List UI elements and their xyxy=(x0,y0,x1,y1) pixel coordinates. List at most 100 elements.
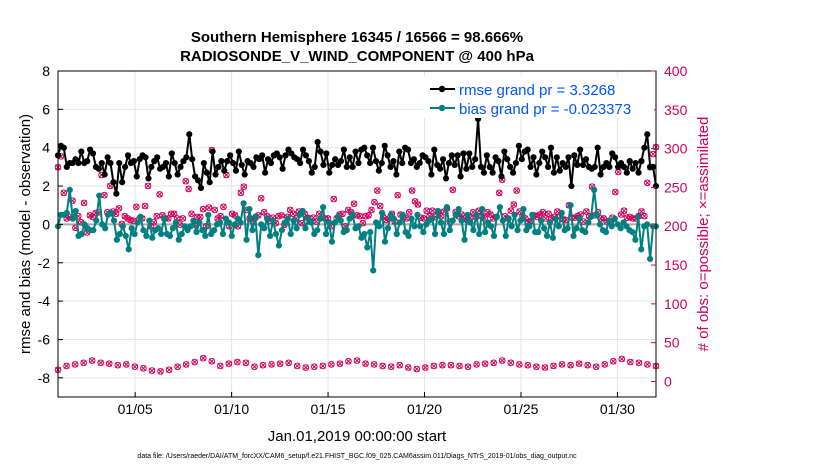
obs-assimilated-marker xyxy=(541,364,548,371)
obs-possible-marker xyxy=(156,191,163,198)
rmse-point xyxy=(384,152,391,159)
obs-assimilated-marker xyxy=(448,362,454,369)
obs-possible-marker xyxy=(641,212,648,220)
rmse-point xyxy=(308,169,315,176)
obs-assimilated-marker xyxy=(211,206,218,213)
bias-point xyxy=(96,192,103,199)
bias-point xyxy=(90,227,97,234)
y-left-tick-label: -4 xyxy=(38,293,51,309)
bias-point xyxy=(529,211,536,218)
rmse-point xyxy=(361,144,368,151)
obs-possible-marker xyxy=(170,210,178,218)
bias-point xyxy=(405,232,412,240)
bias-point xyxy=(196,219,203,226)
rmse-point xyxy=(229,159,237,167)
obs-assimilated-marker xyxy=(251,363,258,370)
y-right-tick-label: 150 xyxy=(664,257,688,273)
obs-assimilated-marker xyxy=(240,183,247,190)
bias-point xyxy=(588,213,595,220)
obs-assimilated-marker xyxy=(644,361,651,368)
rmse-point xyxy=(568,182,575,190)
rmse-point xyxy=(332,156,339,163)
obs-assimilated-marker xyxy=(200,355,207,362)
rmse-point xyxy=(323,150,330,157)
bias-point xyxy=(479,205,486,213)
bias-point xyxy=(437,219,445,226)
obs-possible-marker xyxy=(182,177,190,185)
rmse-point xyxy=(352,148,359,155)
obs-possible-marker xyxy=(609,357,617,365)
rmse-point xyxy=(343,163,350,170)
rmse-point xyxy=(582,156,590,163)
rmse-point xyxy=(259,152,266,159)
bias-point xyxy=(113,236,121,243)
rmse-point xyxy=(302,152,310,159)
obs-assimilated-marker xyxy=(621,207,628,214)
bias-point xyxy=(110,217,118,224)
bias-point xyxy=(482,228,489,236)
rmse-point xyxy=(571,152,578,159)
y-right-tick-label: 400 xyxy=(664,63,688,79)
rmse-point xyxy=(644,131,651,138)
obs-assimilated-marker xyxy=(430,362,437,369)
obs-possible-marker xyxy=(63,362,70,370)
rmse-point xyxy=(498,173,505,180)
rmse-point xyxy=(635,169,642,176)
obs-assimilated-marker xyxy=(368,206,375,213)
obs-assimilated-marker xyxy=(456,362,463,369)
rmse-point xyxy=(641,144,648,151)
bias-point xyxy=(535,228,542,236)
bias-point xyxy=(390,215,397,222)
rmse-point xyxy=(194,177,202,184)
bias-point xyxy=(219,230,227,238)
obs-possible-marker xyxy=(447,361,455,369)
obs-assimilated-marker xyxy=(559,361,565,368)
obs-possible-marker xyxy=(430,362,438,370)
obs-assimilated-marker xyxy=(140,365,147,372)
rmse-point xyxy=(98,159,105,167)
obs-possible-marker xyxy=(420,215,428,222)
rmse-point xyxy=(326,169,333,176)
obs-possible-marker xyxy=(513,187,520,194)
bias-point xyxy=(116,230,123,238)
chart-subtitle: RADIOSONDE_V_WIND_COMPONENT @ 400 hPa xyxy=(180,48,535,65)
obs-assimilated-marker xyxy=(131,363,138,370)
bias-point xyxy=(264,215,271,222)
rmse-point xyxy=(101,171,108,178)
bias-point xyxy=(446,227,453,234)
x-tick-label: 01/05 xyxy=(118,401,153,417)
obs-possible-marker xyxy=(217,362,224,370)
rmse-point xyxy=(381,142,388,149)
obs-assimilated-marker xyxy=(217,362,224,369)
obs-possible-marker xyxy=(376,202,384,210)
bias-point xyxy=(635,213,642,220)
rmse-point xyxy=(142,154,149,161)
obs-possible-marker xyxy=(185,185,192,193)
bias-point xyxy=(367,228,374,236)
obs-possible-marker xyxy=(302,364,310,371)
obs-assimilated-marker xyxy=(113,210,120,217)
rmse-point xyxy=(550,169,558,176)
bias-point xyxy=(172,219,179,226)
bias-point xyxy=(299,207,306,215)
rmse-point xyxy=(463,165,470,172)
obs-possible-marker xyxy=(558,361,566,368)
bias-point xyxy=(520,205,527,213)
obs-assimilated-marker xyxy=(114,362,121,369)
rmse-point xyxy=(218,158,225,165)
rmse-point xyxy=(168,150,175,157)
obs-assimilated-marker xyxy=(205,204,212,211)
obs-possible-marker xyxy=(371,198,378,206)
bias-point xyxy=(384,225,392,232)
rmse-point xyxy=(393,171,400,178)
obs-assimilated-marker xyxy=(197,213,204,220)
obs-assimilated-marker xyxy=(490,359,497,366)
obs-possible-marker xyxy=(131,363,139,371)
rmse-point xyxy=(396,148,403,155)
x-tick-label: 01/15 xyxy=(311,401,346,417)
obs-possible-marker xyxy=(350,200,358,208)
bias-point xyxy=(517,217,524,224)
rmse-point xyxy=(542,154,549,161)
rmse-point xyxy=(104,154,111,161)
obs-possible-marker xyxy=(510,201,518,208)
